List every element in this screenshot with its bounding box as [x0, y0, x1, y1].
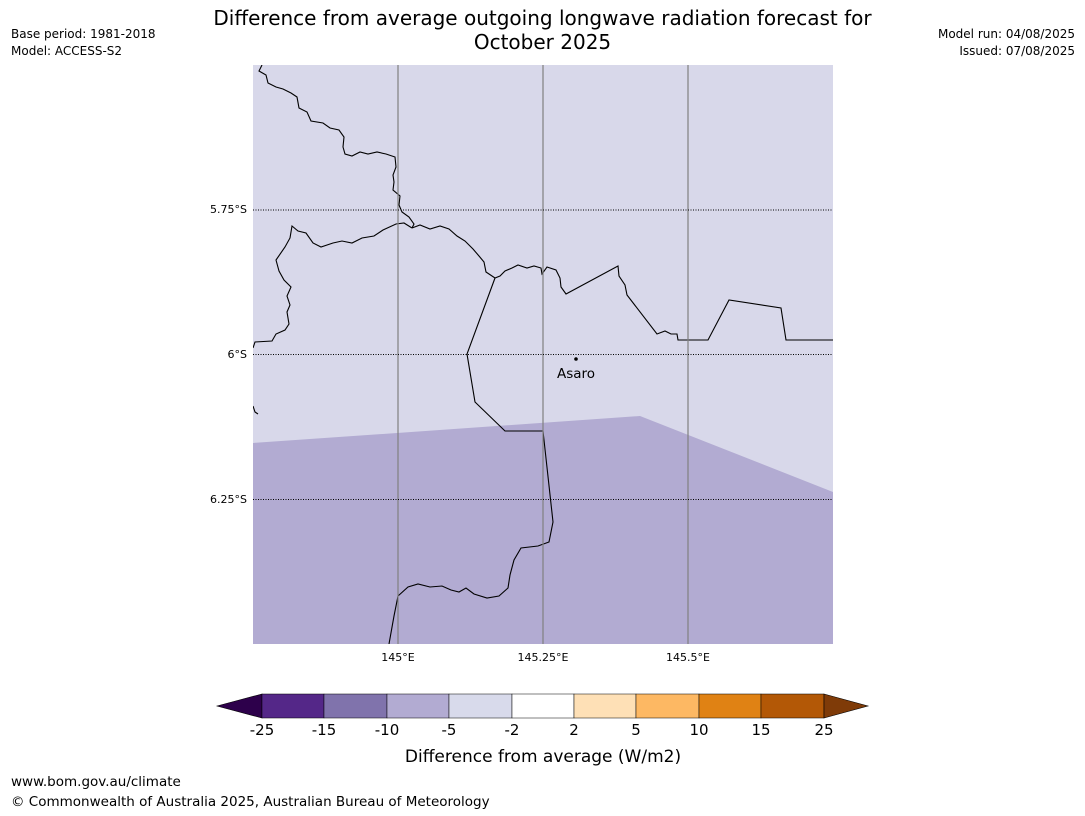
lon-label: 145°E — [381, 651, 414, 664]
colorbar-segment — [323, 693, 388, 719]
colorbar — [215, 693, 870, 719]
colorbar-tick-label: 25 — [814, 721, 833, 739]
map-area: Asaro — [253, 65, 833, 644]
coastline-central — [253, 222, 413, 349]
lon-label: 145.25°E — [518, 651, 569, 664]
footer-copyright: © Commonwealth of Australia 2025, Austra… — [11, 794, 490, 810]
colorbar-title: Difference from average (W/m2) — [405, 747, 681, 767]
colorbar-tick-label: 15 — [751, 721, 770, 739]
footer-url: www.bom.gov.au/climate — [11, 774, 181, 790]
colorbar-segment — [511, 693, 575, 719]
colorbar-segment — [261, 693, 325, 719]
title-line-2: October 2025 — [473, 30, 612, 54]
issued-text: Issued: 07/08/2025 — [959, 44, 1075, 58]
colorbar-tick-labels: -25 -15 -10 -5 -2 2 5 10 15 25 — [250, 721, 834, 739]
colorbar-segment — [448, 693, 513, 719]
lat-tick-labels: 5.75°S 6°S 6.25°S — [210, 203, 247, 506]
model-run-text: Model run: 04/08/2025 — [937, 27, 1075, 41]
colorbar-segment — [635, 693, 700, 719]
colorbar-arrow-low — [215, 693, 263, 719]
colorbar-segment — [698, 693, 762, 719]
base-period-text: Base period: 1981-2018 — [11, 27, 156, 41]
coastline-northeast — [411, 224, 833, 341]
asaro-marker — [574, 357, 578, 361]
model-text: Model: ACCESS-S2 — [11, 44, 123, 58]
title-line-1: Difference from average outgoing longwav… — [213, 6, 872, 30]
colorbar-tick-label: -15 — [312, 721, 337, 739]
asaro-label: Asaro — [557, 366, 595, 382]
lon-tick-labels: 145°E 145.25°E 145.5°E — [381, 651, 710, 664]
lat-label: 6°S — [228, 348, 247, 361]
lat-label: 5.75°S — [210, 203, 247, 216]
colorbar-tick-label: -10 — [375, 721, 400, 739]
meta-right: Model run: 04/08/2025 Issued: 07/08/2025 — [938, 26, 1075, 60]
parallel-lines — [253, 209, 833, 500]
colorbar-tick-label: -5 — [442, 721, 457, 739]
colorbar-arrow-high — [823, 693, 870, 719]
colorbar-segment — [760, 693, 825, 719]
colorbar-tick-label: -2 — [505, 721, 520, 739]
colorbar-segment — [573, 693, 637, 719]
lat-label: 6.25°S — [210, 493, 247, 506]
meta-left: Base period: 1981-2018 Model: ACCESS-S2 — [11, 26, 156, 60]
colorbar-tick-label: 5 — [631, 721, 641, 739]
lon-label: 145.5°E — [666, 651, 710, 664]
colorbar-segment — [386, 693, 450, 719]
colorbar-tick-label: -25 — [250, 721, 275, 739]
colorbar-tick-label: 2 — [569, 721, 579, 739]
colorbar-tick-label: 10 — [689, 721, 708, 739]
coast-fragment-west — [253, 405, 259, 415]
chart-title: Difference from average outgoing longwav… — [150, 6, 935, 54]
